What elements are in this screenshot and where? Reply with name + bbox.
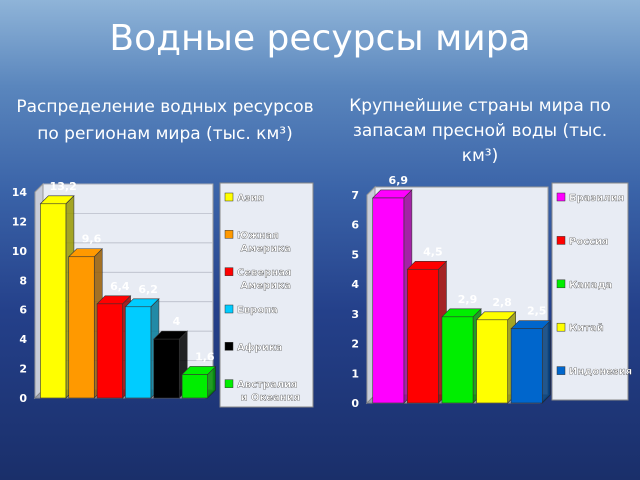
chart-title: Распределение водных ресурсов по региона… [16,97,314,144]
y-tick-label: 1 [351,367,359,380]
y-tick-label: 2 [351,338,359,351]
bar [153,338,180,399]
value-label: 2,8 [492,296,512,309]
legend-label: Азия [237,193,264,204]
y-tick-label: 0 [351,397,359,410]
slide-title: Водные ресурсы мира [109,18,531,59]
y-tick-label: 6 [351,219,359,232]
value-label: 4,5 [423,245,443,258]
chart-title: Крупнейшие страны мира по запасам пресно… [349,96,611,166]
bar-side [541,319,551,404]
y-tick-label: 4 [19,333,27,346]
legend-box [551,182,629,401]
bar [68,256,95,399]
y-tick-label: 3 [351,308,359,321]
y-tick-label: 5 [351,248,359,261]
value-label: 4 [173,315,181,328]
bar [372,197,405,404]
bar [40,203,67,399]
legend-swatch [224,342,234,351]
legend-swatch [556,279,566,289]
legend-swatch [224,379,234,388]
y-tick-label: 10 [12,245,28,258]
bar [510,328,543,404]
y-tick-label: 2 [19,363,27,376]
y-tick-label: 7 [351,189,359,202]
bar [407,268,439,404]
value-label: 6,4 [110,280,130,293]
y-tick-label: 4 [351,278,359,291]
value-label: 1,6 [195,350,215,363]
legend-swatch [556,366,566,375]
legend-swatch [556,236,566,245]
value-label: 13,2 [50,180,77,193]
bar [125,306,152,399]
y-tick-label: 12 [12,215,27,228]
value-label: 2,5 [527,305,547,318]
bar [181,374,208,399]
legend-label: Россия [569,236,608,247]
value-label: 6,9 [389,174,409,187]
bar [476,319,508,404]
legend-label: Южная Америка [237,230,291,254]
legend-label: Китай [569,323,604,334]
legend-label: Австралия и Океания [237,380,300,404]
legend-swatch [224,267,234,276]
legend-swatch [224,192,234,202]
value-label: 6,2 [138,283,158,296]
value-label: 9,6 [82,233,102,246]
legend-label: Европа [237,305,278,316]
legend-label: Индонезия [569,367,632,378]
value-label: 2,9 [458,293,478,306]
legend-swatch [224,230,234,239]
legend-label: Канада [569,280,612,291]
legend-swatch [556,192,566,202]
legend-label: Северная Америка [237,268,291,292]
legend-label: Африка [237,341,282,353]
legend-swatch [556,322,566,332]
y-tick-label: 0 [19,392,27,405]
y-tick-label: 6 [19,304,27,317]
legend-box [219,182,314,408]
legend-label: Бразилия [569,193,624,204]
bar [441,316,474,404]
y-tick-label: 14 [12,186,28,199]
y-tick-label: 8 [19,274,27,287]
legend-swatch [224,304,234,314]
bar [96,303,123,399]
